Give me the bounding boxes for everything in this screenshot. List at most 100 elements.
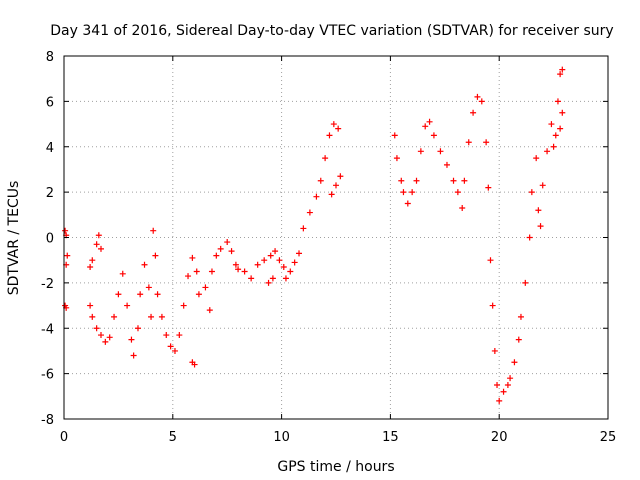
data-point [193,268,200,275]
data-point [404,200,411,207]
data-point [474,93,481,100]
x-tick-label: 10 [273,430,290,445]
data-point [517,313,524,320]
y-axis-label: SDTVAR / TECUs [6,181,22,296]
data-point [337,173,344,180]
data-point [559,109,566,116]
data-point [267,252,274,259]
data-point [111,313,118,320]
y-tick-label: 4 [46,141,54,156]
data-point [224,239,231,246]
data-point [137,291,144,298]
data-point [330,121,337,128]
data-point [557,125,564,132]
data-point [152,252,159,259]
y-tick-label: 6 [46,95,54,110]
data-point [150,227,157,234]
data-point [528,189,535,196]
data-point [235,266,242,273]
data-point [526,234,533,241]
data-point [282,275,289,282]
data-point [248,275,255,282]
data-point [130,352,137,359]
data-point [437,148,444,155]
data-point [537,223,544,230]
data-point [97,245,104,252]
data-point [413,177,420,184]
data-point [550,143,557,150]
data-point [393,155,400,162]
data-point [454,189,461,196]
chart-title: Day 341 of 2016, Sidereal Day-to-day VTE… [50,23,613,39]
data-point [128,336,135,343]
data-point [326,132,333,139]
gridlines [64,56,608,419]
data-point [507,375,514,382]
data-point [478,98,485,105]
data-point [450,177,457,184]
data-point [557,71,564,78]
data-point [313,193,320,200]
data-point [213,252,220,259]
data-point [189,254,196,261]
data-point [191,361,198,368]
y-tick-label: -2 [41,277,54,292]
data-point [535,207,542,214]
data-point [489,302,496,309]
data-point [208,268,215,275]
data-point [265,279,272,286]
data-point [391,132,398,139]
y-tick-label: -8 [41,413,54,428]
data-point [272,248,279,255]
data-point [417,148,424,155]
data-point [232,261,239,268]
data-point [287,268,294,275]
y-tick-label: 2 [46,186,54,201]
data-point [124,302,131,309]
data-point [494,381,501,388]
data-point [228,248,235,255]
data-point [300,225,307,232]
data-point [485,184,492,191]
data-point [544,148,551,155]
data-point [141,261,148,268]
data-point [522,279,529,286]
axis-ticks: 0 5 10 15 20 25 -8 -6 -4 -2 0 2 4 6 8 [41,50,616,445]
data-point [202,284,209,291]
data-point [559,66,566,73]
data-point [291,259,298,266]
data-point [206,307,213,314]
data-point [89,313,96,320]
data-point [322,155,329,162]
data-point [552,132,559,139]
data-point [470,109,477,116]
data-point [328,191,335,198]
data-point [487,257,494,264]
data-point [154,291,161,298]
data-point [119,270,126,277]
data-point [95,232,102,239]
data-point [254,261,261,268]
data-point [106,334,113,341]
data-point [496,397,503,404]
data-point [87,263,94,270]
data-point [548,121,555,128]
data-point [511,359,518,366]
data-point [93,325,100,332]
data-point [87,302,94,309]
x-tick-label: 25 [600,430,617,445]
data-point [515,336,522,343]
y-tick-label: 0 [46,232,54,247]
data-point [185,273,192,280]
data-point [533,155,540,162]
data-point [483,139,490,146]
data-point [280,263,287,270]
data-point [62,227,69,234]
data-points [62,66,566,404]
data-point [500,388,507,395]
data-point [261,257,268,264]
data-point [167,343,174,350]
data-point [335,125,342,132]
data-point [317,177,324,184]
